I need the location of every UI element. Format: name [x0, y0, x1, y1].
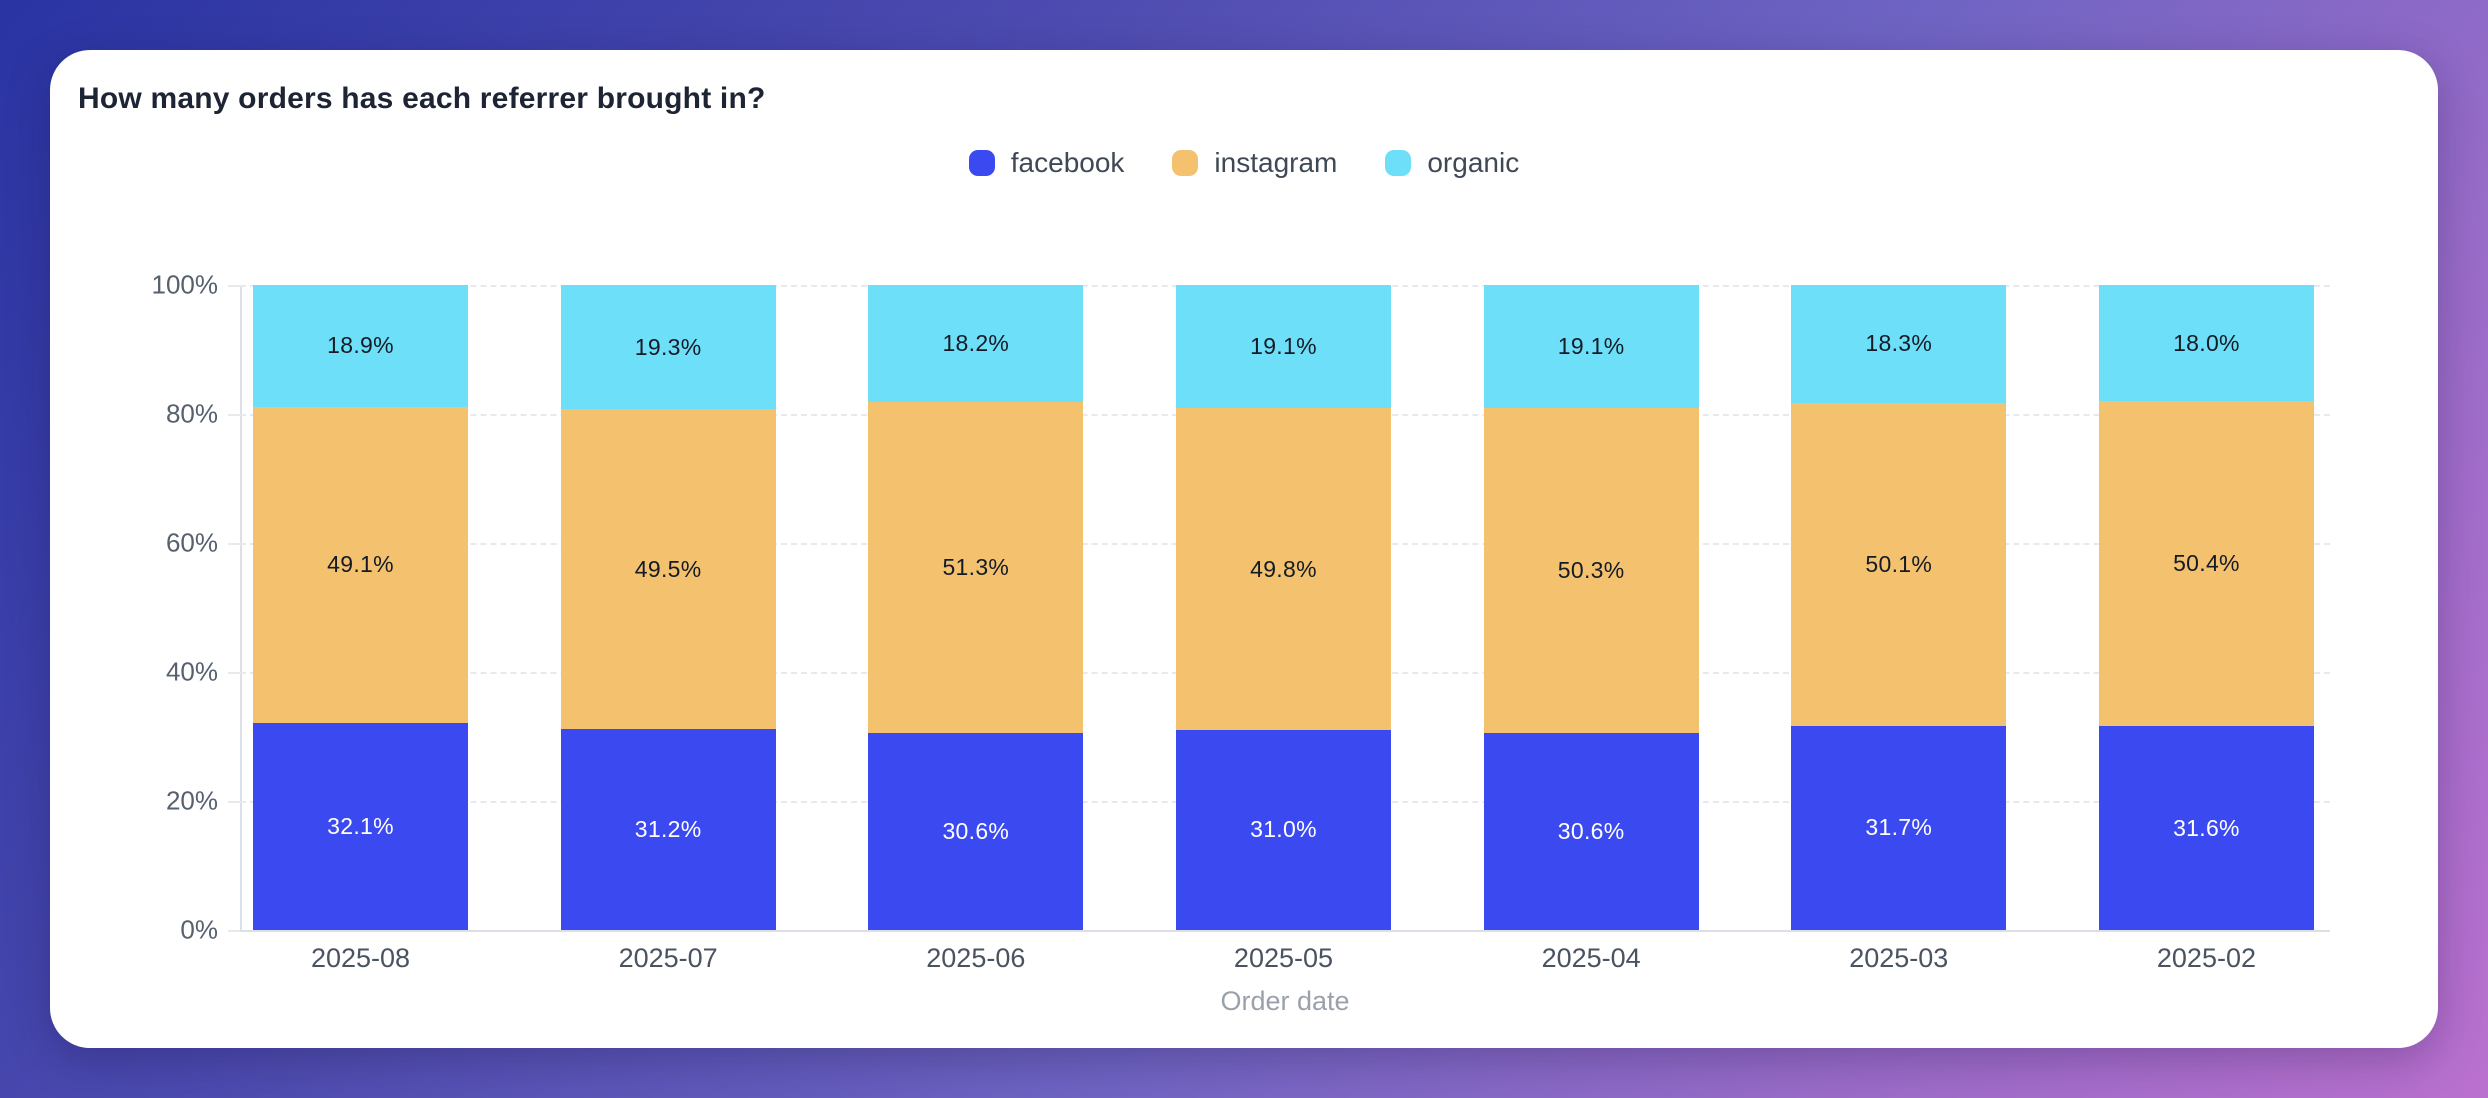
bar-2025-04: 19.1% 50.3% 30.6%: [1483, 285, 1699, 930]
bar-2025-08-organic-segment[interactable]: 18.9%: [253, 285, 468, 407]
y-tick-mark: [228, 543, 240, 545]
y-tick-mark: [228, 801, 240, 803]
bar-2025-02-instagram-segment[interactable]: 50.4%: [2098, 401, 2314, 727]
bar-2025-06-instagram-segment[interactable]: 51.3%: [868, 402, 1084, 733]
segment-value-label: 31.0%: [1250, 816, 1317, 843]
legend-label: instagram: [1214, 147, 1338, 178]
bar-2025-03-facebook-segment[interactable]: 31.7%: [1791, 725, 2007, 931]
segment-value-label: 19.1%: [1250, 333, 1317, 360]
x-axis-labels: 2025-08 2025-07 2025-06 2025-05 2025-04 2025-…: [253, 943, 2314, 975]
bar-2025-07: 19.3% 49.5% 31.2%: [560, 285, 776, 930]
bar-2025-08-facebook-segment[interactable]: 32.1%: [253, 723, 468, 930]
x-axis-baseline: [240, 930, 2330, 932]
segment-value-label: 19.1%: [1557, 333, 1625, 360]
legend: facebook instagram organic: [50, 146, 2438, 180]
segment-value-label: 19.3%: [634, 333, 702, 360]
bar-2025-06-organic-segment[interactable]: 18.2%: [868, 285, 1084, 403]
bar-2025-04-organic-segment[interactable]: 19.1%: [1483, 285, 1699, 409]
x-tick-2025-02: 2025-02: [2156, 943, 2256, 973]
bar-2025-08-instagram-segment[interactable]: 49.1%: [253, 406, 468, 724]
bar-2025-06-facebook-segment[interactable]: 30.6%: [868, 732, 1084, 930]
y-tick-mark: [228, 414, 240, 416]
plot-area: 18.9% 49.1% 32.1% 19.3% 49.5% 31.2% 18.2% 51.3%…: [228, 285, 2330, 932]
legend-swatch-organic: [1385, 150, 1412, 176]
segment-value-label: 31.2%: [634, 815, 702, 842]
segment-value-label: 18.9%: [327, 332, 394, 359]
bar-2025-07-organic-segment[interactable]: 19.3%: [560, 285, 776, 410]
x-tick-2025-03: 2025-03: [1849, 943, 1949, 973]
legend-item-instagram[interactable]: instagram: [1172, 147, 1337, 179]
legend-label: facebook: [1010, 147, 1125, 178]
segment-value-label: 18.0%: [2173, 329, 2240, 356]
y-axis-line: [240, 285, 242, 930]
y-tick-mark: [228, 285, 240, 287]
segment-value-label: 49.5%: [634, 555, 702, 582]
legend-swatch-facebook: [968, 150, 995, 176]
bar-2025-06: 18.2% 51.3% 30.6%: [868, 285, 1084, 930]
segment-value-label: 30.6%: [1557, 817, 1625, 844]
segment-value-label: 50.4%: [2173, 550, 2240, 577]
x-axis-title: Order date: [1220, 986, 1350, 1016]
segment-value-label: 50.1%: [1865, 550, 1933, 577]
bar-2025-03: 18.3% 50.1% 31.7%: [1791, 285, 2007, 931]
chart-area: 100% 80% 60% 40% 20% 0% 18.9% 49.1% 32.1% 19.3% 4…: [50, 50, 2438, 1048]
bar-2025-04-facebook-segment[interactable]: 30.6%: [1483, 732, 1699, 930]
segment-value-label: 51.3%: [942, 554, 1010, 581]
y-tick-80: 80%: [165, 398, 218, 429]
segment-value-label: 31.7%: [1865, 814, 1933, 841]
y-tick-40: 40%: [165, 656, 218, 687]
y-tick-60: 60%: [165, 527, 218, 558]
legend-item-organic[interactable]: organic: [1385, 147, 1519, 179]
segment-value-label: 18.2%: [942, 330, 1010, 357]
segment-value-label: 18.3%: [1865, 330, 1933, 357]
segment-value-label: 49.8%: [1250, 555, 1317, 582]
chart-card: How many orders has each referrer brough…: [50, 50, 2438, 1048]
bar-2025-05-facebook-segment[interactable]: 31.0%: [1175, 729, 1391, 930]
segment-value-label: 30.6%: [942, 817, 1010, 844]
bar-2025-05-instagram-segment[interactable]: 49.8%: [1175, 408, 1391, 730]
legend-label: organic: [1427, 147, 1520, 178]
x-tick-2025-08: 2025-08: [310, 943, 411, 973]
x-tick-2025-05: 2025-05: [1233, 943, 1334, 973]
legend-item-facebook[interactable]: facebook: [968, 147, 1125, 179]
y-tick-20: 20%: [165, 785, 218, 816]
segment-value-label: 32.1%: [327, 813, 394, 840]
bar-2025-07-instagram-segment[interactable]: 49.5%: [560, 409, 776, 729]
chart-title: How many orders has each referrer brough…: [78, 82, 766, 115]
bar-2025-02: 18.0% 50.4% 31.6%: [2098, 285, 2314, 930]
bar-2025-04-instagram-segment[interactable]: 50.3%: [1483, 408, 1699, 733]
y-tick-100: 100%: [151, 269, 219, 300]
legend-swatch-instagram: [1172, 150, 1199, 176]
bar-2025-05: 19.1% 49.8% 31.0%: [1175, 285, 1391, 930]
x-tick-2025-04: 2025-04: [1541, 943, 1641, 973]
bar-2025-03-instagram-segment[interactable]: 50.1%: [1791, 402, 2007, 726]
bar-2025-02-facebook-segment[interactable]: 31.6%: [2098, 726, 2314, 930]
y-axis-labels: 100% 80% 60% 40% 20% 0%: [50, 270, 219, 945]
y-tick-mark: [228, 930, 240, 932]
y-tick-0: 0%: [180, 914, 218, 945]
bar-2025-05-organic-segment[interactable]: 19.1%: [1175, 285, 1391, 409]
segment-value-label: 31.6%: [2173, 814, 2240, 841]
x-tick-2025-06: 2025-06: [926, 943, 1026, 973]
segment-value-label: 50.3%: [1557, 556, 1625, 583]
bar-2025-08: 18.9% 49.1% 32.1%: [253, 285, 468, 930]
bar-2025-02-organic-segment[interactable]: 18.0%: [2098, 285, 2314, 402]
bar-2025-03-organic-segment[interactable]: 18.3%: [1791, 285, 2007, 403]
bar-2025-07-facebook-segment[interactable]: 31.2%: [560, 728, 776, 930]
segment-value-label: 49.1%: [327, 551, 394, 578]
bars-layer: 18.9% 49.1% 32.1% 19.3% 49.5% 31.2% 18.2% 51.3%…: [253, 285, 2314, 931]
x-tick-2025-07: 2025-07: [618, 943, 718, 973]
y-tick-mark: [228, 672, 240, 674]
